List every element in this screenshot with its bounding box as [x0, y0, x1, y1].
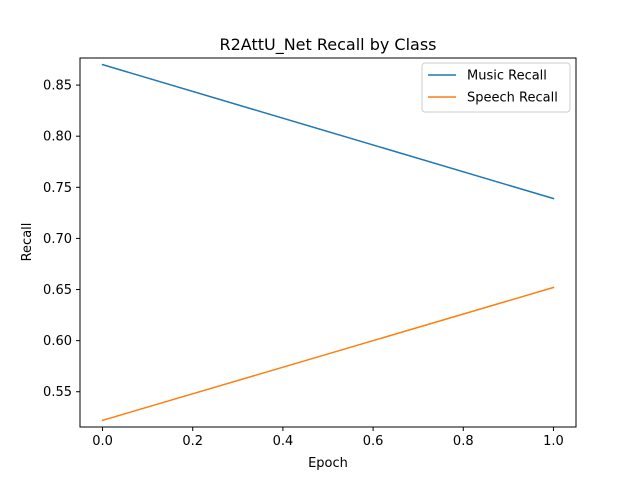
- legend-label-1: Speech Recall: [467, 91, 558, 106]
- y-tick-label: 0.60: [43, 334, 72, 349]
- y-tick-label: 0.65: [43, 283, 72, 298]
- legend-box: [421, 62, 571, 113]
- x-tick-label: 0.4: [273, 434, 294, 449]
- y-tick-label: 0.80: [43, 130, 72, 145]
- y-tick-label: 0.55: [43, 385, 72, 400]
- series-line-1: [101, 286, 555, 422]
- y-tick-label: 0.85: [43, 79, 72, 94]
- y-axis-label: Recall: [20, 223, 35, 262]
- chart-title: R2AttU_Net Recall by Class: [219, 35, 436, 55]
- plot-frame: [79, 57, 577, 428]
- x-tick-label: 0.8: [453, 434, 474, 449]
- x-tick-label: 0.2: [182, 434, 203, 449]
- y-tick-label: 0.75: [43, 181, 72, 196]
- legend-label-0: Music Recall: [467, 69, 547, 84]
- x-tick-label: 0.6: [363, 434, 384, 449]
- legend: Music Recall Speech Recall: [421, 62, 571, 113]
- x-tick-label: 0.0: [92, 434, 113, 449]
- series-line-0: [101, 63, 555, 200]
- y-tick-label: 0.70: [43, 232, 72, 247]
- x-axis-label: Epoch: [308, 456, 348, 471]
- x-tick-label: 1.0: [543, 434, 564, 449]
